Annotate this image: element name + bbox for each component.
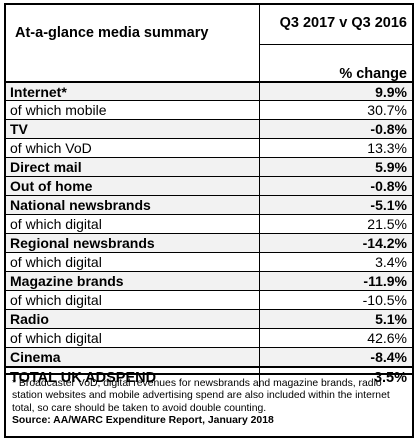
row-value: 5.9% <box>375 159 407 175</box>
row-label: Direct mail <box>6 158 260 176</box>
media-summary-table: At-a-glance media summary Q3 2017 v Q3 2… <box>4 3 414 438</box>
table-row: of which VoD 13.3% <box>6 138 412 157</box>
row-value: 3.4% <box>375 254 407 270</box>
row-label: National newsbrands <box>6 196 260 214</box>
table-row: of which digital -10.5% <box>6 290 412 309</box>
row-value: -14.2% <box>362 235 407 251</box>
table-row: Out of home -0.8% <box>6 176 412 195</box>
table-row: Internet* 9.9% <box>6 81 412 100</box>
table-row: TV -0.8% <box>6 119 412 138</box>
table-title: At-a-glance media summary <box>15 25 209 41</box>
row-label: Cinema <box>6 348 260 366</box>
footnote-text: * Broadcaster VoD, digital revenues for … <box>12 378 390 414</box>
row-value: 5.1% <box>375 311 407 327</box>
table-row: Cinema -8.4% <box>6 347 412 366</box>
table-row: Direct mail 5.9% <box>6 157 412 176</box>
row-label: of which VoD <box>6 139 260 157</box>
row-label: Out of home <box>6 177 260 195</box>
header-title-cell: At-a-glance media summary <box>6 5 260 81</box>
row-label: Regional newsbrands <box>6 234 260 252</box>
period-header: Q3 2017 v Q3 2016 <box>260 5 412 45</box>
unit-header: % change <box>339 66 407 82</box>
row-value: -11.9% <box>363 273 407 289</box>
footnote: * Broadcaster VoD, digital revenues for … <box>6 373 412 436</box>
row-value: 9.9% <box>375 84 407 100</box>
row-label: of which digital <box>6 291 260 309</box>
row-label: Radio <box>6 310 260 328</box>
row-value: -8.4% <box>370 349 407 365</box>
table-row: National newsbrands -5.1% <box>6 195 412 214</box>
row-label: of which digital <box>6 329 260 347</box>
row-value: 13.3% <box>367 140 407 156</box>
table-row: of which digital 42.6% <box>6 328 412 347</box>
row-value: -10.5% <box>362 292 407 308</box>
row-label: of which digital <box>6 215 260 233</box>
row-value: 30.7% <box>367 102 407 118</box>
row-value: -5.1% <box>370 197 407 213</box>
row-label: Internet* <box>6 83 260 100</box>
table-row: Radio 5.1% <box>6 309 412 328</box>
table-row: of which digital 21.5% <box>6 214 412 233</box>
row-label: Magazine brands <box>6 272 260 290</box>
table-row: Regional newsbrands -14.2% <box>6 233 412 252</box>
table-body: Internet* 9.9% of which mobile 30.7% TV … <box>6 81 412 387</box>
table-row: of which digital 3.4% <box>6 252 412 271</box>
table-row: Magazine brands -11.9% <box>6 271 412 290</box>
row-label: of which mobile <box>6 101 260 119</box>
table-row: of which mobile 30.7% <box>6 100 412 119</box>
row-value: 42.6% <box>367 330 407 346</box>
source-line: Source: AA/WARC Expenditure Report, Janu… <box>12 414 274 426</box>
row-value: -0.8% <box>370 121 407 137</box>
table-header: At-a-glance media summary Q3 2017 v Q3 2… <box>6 5 412 82</box>
row-label: TV <box>6 120 260 138</box>
row-label: of which digital <box>6 253 260 271</box>
row-value: 21.5% <box>367 216 407 232</box>
row-value: -0.8% <box>370 178 407 194</box>
